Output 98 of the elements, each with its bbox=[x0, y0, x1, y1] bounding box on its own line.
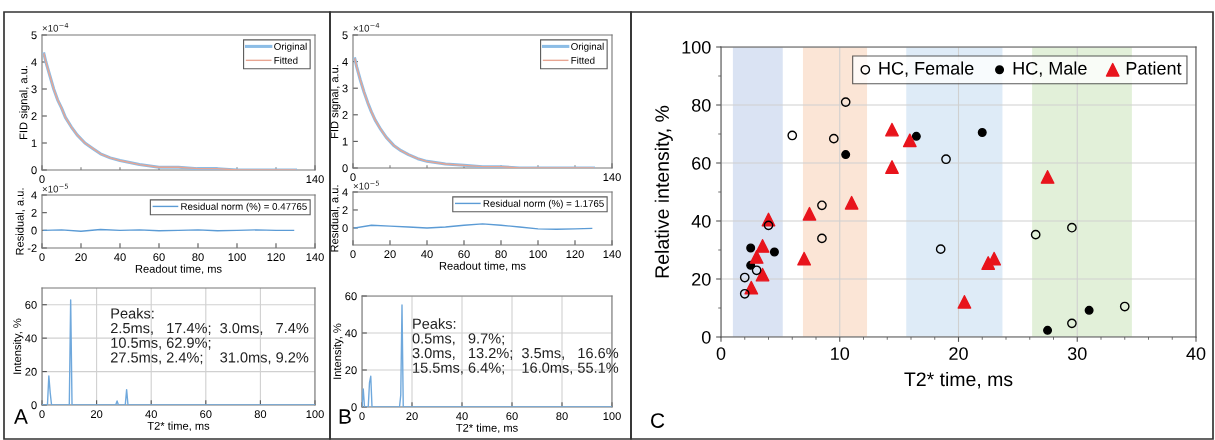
y-tick-label: 0 bbox=[31, 226, 37, 235]
y-axis-title: Intensity, % bbox=[13, 318, 24, 374]
y-tick-label: 4 bbox=[342, 57, 348, 66]
y-tick-label: 20 bbox=[692, 272, 711, 286]
y-tick-label: 0 bbox=[342, 164, 348, 173]
y-tick-label: 5 bbox=[31, 31, 37, 40]
y-tick-label: 20 bbox=[25, 367, 37, 376]
x-tick-label: 0 bbox=[359, 412, 365, 421]
x-tick-label: 140 bbox=[603, 250, 621, 259]
y-tick-label: -2 bbox=[27, 244, 37, 253]
legend-label: Residual norm (%) = 1.1765 bbox=[483, 199, 604, 209]
x-tick-label: 140 bbox=[603, 173, 621, 182]
x-tick-label: 100 bbox=[603, 412, 621, 421]
y-tick-label: 3 bbox=[342, 84, 348, 93]
x-tick-label: 0 bbox=[39, 253, 45, 262]
x-tick-label: 60 bbox=[200, 410, 212, 419]
legend-label: HC, Male bbox=[1013, 61, 1087, 77]
x-tick-label: 80 bbox=[495, 250, 507, 259]
y-tick-label: 5 bbox=[342, 31, 348, 40]
y-tick-label: 40 bbox=[25, 334, 37, 343]
text: B bbox=[339, 409, 351, 424]
legend-label: Residual norm (%) = 0.47765 bbox=[181, 202, 307, 212]
y-axis-title: Residual, a.u. bbox=[15, 188, 25, 255]
y-tick-label: 0 bbox=[342, 224, 348, 233]
text: ×10$^{−4}$ bbox=[353, 22, 380, 32]
x-axis-title: T2* time, ms bbox=[904, 371, 1013, 389]
x-tick-label: 0 bbox=[716, 347, 726, 360]
legend-label: Original bbox=[571, 42, 604, 52]
y-tick-label: 0 bbox=[31, 401, 37, 410]
x-axis-title: Readout time, ms bbox=[439, 261, 526, 272]
y-tick-label: 1 bbox=[31, 139, 37, 148]
x-tick-label: 20 bbox=[384, 250, 396, 259]
y-axis-title: Intensity, % bbox=[333, 323, 344, 379]
legend-label: HC, Female bbox=[879, 61, 974, 77]
y-tick-label: 0 bbox=[31, 166, 37, 175]
y-tick-label: 60 bbox=[25, 300, 37, 309]
y-tick-label: 2 bbox=[342, 206, 348, 214]
legend-label: Original bbox=[274, 42, 307, 52]
x-tick-label: 0 bbox=[39, 175, 45, 184]
y-tick-label: 2 bbox=[31, 208, 37, 217]
x-tick-label: 40 bbox=[456, 412, 468, 421]
y-tick-label: 60 bbox=[692, 156, 711, 170]
legend-label: Patient bbox=[1126, 61, 1182, 75]
y-tick-label: 0 bbox=[351, 403, 357, 412]
y-tick-label: 0 bbox=[701, 330, 711, 344]
y-tick-label: 100 bbox=[682, 40, 711, 54]
annotation: Peaks: 2.5ms, 17.4%; 3.0ms, 7.4% 10.5ms, 62.9%; 27.5ms, 2.4%; 31.0ms, 9.2% bbox=[110, 307, 309, 365]
y-axis-title: FID signal, a.u. bbox=[19, 66, 30, 139]
x-tick-label: 20 bbox=[406, 412, 418, 421]
x-tick-label: 20 bbox=[949, 347, 968, 360]
y-axis-title: Relative intensity, % bbox=[654, 105, 673, 278]
y-tick-label: 40 bbox=[691, 214, 711, 228]
x-tick-label: 100 bbox=[529, 250, 547, 259]
annotation: Peaks: 0.5ms, 9.7%; 3.0ms, 13.2%; 3.5ms, 16.6% 15.5ms, 6.4%; 16.0ms, 55.1% bbox=[412, 318, 619, 375]
x-tick-label: 20 bbox=[90, 410, 103, 419]
y-tick-label: 2 bbox=[342, 111, 348, 119]
x-tick-label: 40 bbox=[114, 253, 126, 262]
x-tick-label: 60 bbox=[153, 253, 165, 262]
text: C bbox=[651, 413, 665, 428]
y-tick-label: 3 bbox=[31, 85, 37, 94]
y-tick-label: 1 bbox=[342, 137, 348, 146]
y-tick-label: 4 bbox=[31, 58, 37, 67]
x-tick-label: 10 bbox=[831, 347, 850, 360]
y-tick-label: 20 bbox=[345, 366, 357, 375]
text: ×10$^{−5}$ bbox=[353, 180, 380, 190]
x-tick-label: 40 bbox=[421, 250, 433, 259]
x-tick-label: 80 bbox=[254, 410, 267, 419]
x-axis-title: T2* time, ms bbox=[147, 421, 210, 432]
y-tick-label: 2 bbox=[31, 112, 37, 121]
y-tick-label: 4 bbox=[31, 191, 37, 200]
x-tick-label: 40 bbox=[1186, 347, 1206, 360]
text: A bbox=[14, 409, 28, 424]
x-axis-title: T2* time, ms bbox=[456, 423, 518, 434]
legend-label: Fitted bbox=[571, 56, 595, 64]
x-tick-label: 0 bbox=[39, 410, 45, 419]
x-tick-label: 80 bbox=[192, 253, 204, 262]
x-tick-label: 60 bbox=[458, 250, 470, 259]
x-tick-label: 20 bbox=[75, 253, 87, 262]
y-tick-label: 40 bbox=[345, 329, 357, 338]
x-tick-label: 30 bbox=[1067, 347, 1087, 360]
text: ×10$^{−5}$ bbox=[42, 183, 69, 193]
x-tick-label: 100 bbox=[228, 253, 246, 262]
legend-label: Fitted bbox=[274, 56, 298, 64]
y-tick-label: 60 bbox=[345, 292, 357, 301]
y-tick-label: 4 bbox=[342, 188, 348, 197]
y-axis-title: Residual, a.u. bbox=[330, 185, 340, 252]
x-tick-label: 100 bbox=[306, 410, 324, 419]
x-tick-label: 140 bbox=[306, 253, 324, 262]
x-tick-label: 60 bbox=[506, 412, 518, 421]
x-tick-label: 80 bbox=[556, 412, 568, 421]
x-tick-label: 140 bbox=[306, 175, 324, 184]
x-tick-label: 120 bbox=[267, 253, 285, 262]
x-axis-title: Readout time, ms bbox=[135, 264, 222, 275]
y-axis-title: FID signal, a.u. bbox=[330, 65, 341, 138]
y-tick-label: 80 bbox=[691, 98, 711, 112]
text: ×10$^{−4}$ bbox=[42, 22, 69, 32]
x-tick-label: 40 bbox=[145, 410, 157, 419]
x-tick-label: 120 bbox=[566, 250, 584, 259]
